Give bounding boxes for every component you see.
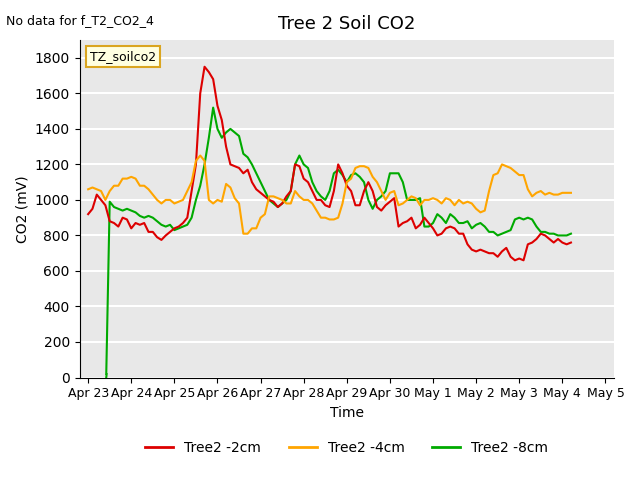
Tree2 -4cm bbox=[196, 153, 204, 158]
Tree2 -2cm bbox=[511, 257, 519, 263]
Text: TZ_soilco2: TZ_soilco2 bbox=[90, 50, 156, 63]
Tree2 -2cm bbox=[567, 240, 575, 245]
Tree2 -8cm bbox=[317, 193, 324, 199]
Tree2 -8cm bbox=[554, 233, 562, 239]
Tree2 -2cm bbox=[201, 64, 209, 70]
X-axis label: Time: Time bbox=[330, 406, 364, 420]
Tree2 -4cm bbox=[239, 231, 247, 237]
Tree2 -2cm bbox=[102, 203, 109, 208]
Tree2 -4cm bbox=[84, 186, 92, 192]
Tree2 -8cm bbox=[218, 135, 226, 141]
Tree2 -2cm bbox=[97, 197, 105, 203]
Tree2 -8cm bbox=[373, 197, 381, 203]
Text: No data for f_T2_CO2_4: No data for f_T2_CO2_4 bbox=[6, 14, 154, 27]
Tree2 -4cm bbox=[102, 197, 109, 203]
Tree2 -4cm bbox=[494, 170, 502, 176]
Tree2 -8cm bbox=[201, 162, 209, 168]
Tree2 -4cm bbox=[248, 226, 256, 231]
Tree2 -8cm bbox=[209, 105, 217, 110]
Line: Tree2 -2cm: Tree2 -2cm bbox=[88, 67, 571, 260]
Y-axis label: CO2 (mV): CO2 (mV) bbox=[15, 175, 29, 242]
Tree2 -4cm bbox=[97, 188, 105, 194]
Title: Tree 2 Soil CO2: Tree 2 Soil CO2 bbox=[278, 15, 415, 33]
Tree2 -2cm bbox=[244, 167, 252, 173]
Legend: Tree2 -2cm, Tree2 -4cm, Tree2 -8cm: Tree2 -2cm, Tree2 -4cm, Tree2 -8cm bbox=[140, 435, 554, 460]
Tree2 -4cm bbox=[455, 197, 463, 203]
Tree2 -4cm bbox=[567, 190, 575, 196]
Tree2 -8cm bbox=[102, 374, 110, 380]
Tree2 -8cm bbox=[274, 204, 282, 210]
Tree2 -4cm bbox=[541, 192, 549, 197]
Tree2 -2cm bbox=[84, 211, 92, 217]
Tree2 -2cm bbox=[541, 233, 549, 239]
Tree2 -8cm bbox=[567, 231, 575, 237]
Tree2 -2cm bbox=[451, 226, 458, 231]
Tree2 -2cm bbox=[490, 251, 497, 256]
Line: Tree2 -4cm: Tree2 -4cm bbox=[88, 156, 571, 234]
Line: Tree2 -8cm: Tree2 -8cm bbox=[106, 108, 571, 377]
